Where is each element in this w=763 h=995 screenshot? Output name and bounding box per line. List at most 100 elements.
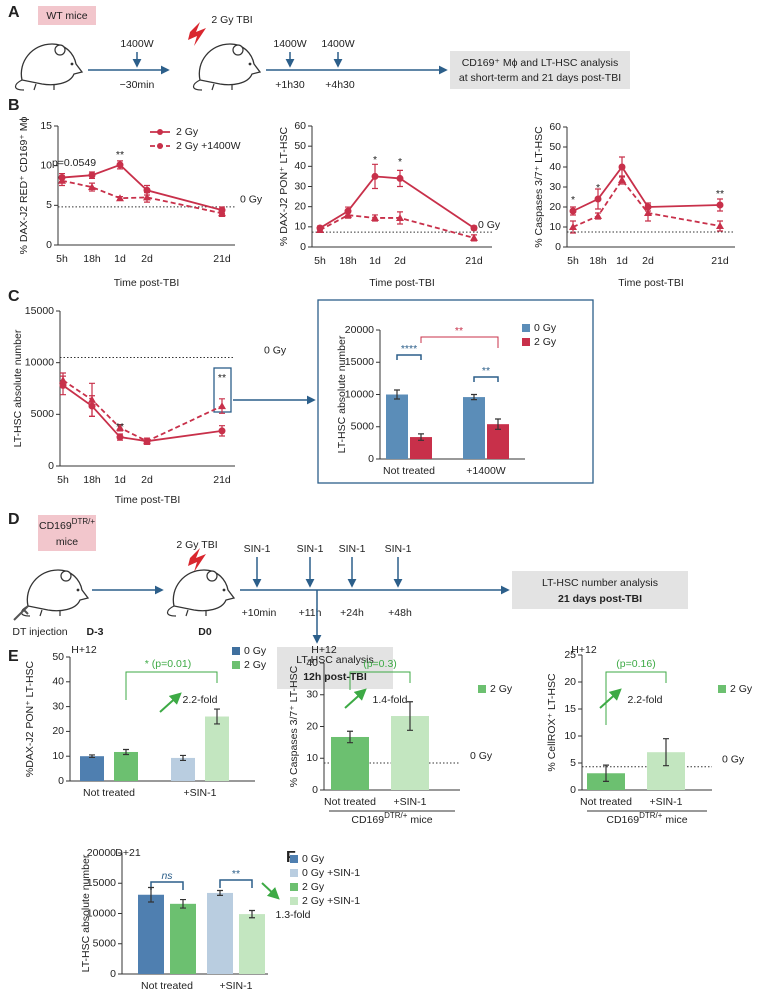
legend-swatch — [478, 685, 486, 693]
analysis-label: LT-HSC analysis — [296, 654, 373, 666]
syringe-icon — [13, 605, 29, 621]
data-point — [116, 194, 124, 202]
error-bar — [180, 754, 186, 762]
annotation: ** — [218, 372, 226, 384]
y-tick-label: 10000 — [25, 356, 54, 368]
annotation: H+12 — [71, 644, 97, 656]
model-label: WT mice — [46, 10, 87, 22]
y-tick-label: 25 — [564, 649, 576, 661]
annotation: * — [398, 156, 402, 168]
data-point — [618, 163, 626, 171]
data-point — [143, 193, 151, 201]
error-bar — [347, 730, 353, 744]
fold-arrow — [344, 688, 367, 709]
annotation: * — [373, 154, 377, 166]
data-point — [116, 433, 124, 441]
time-label: −30min — [120, 79, 155, 91]
legend-label: 2 Gy — [534, 336, 557, 348]
bar — [239, 914, 265, 974]
data-point — [58, 176, 66, 184]
y-tick-label: 5000 — [93, 938, 117, 950]
legend-label: 2 Gy — [490, 683, 513, 695]
x-tick-label: 1d — [114, 253, 126, 265]
y-tick-label: 50 — [52, 651, 64, 663]
y-tick-label: 40 — [549, 161, 561, 173]
y-tick-label: 10 — [40, 159, 52, 171]
bar — [331, 736, 369, 790]
x-tick-label: 21d — [465, 255, 483, 267]
annotation: D+21 — [115, 847, 141, 859]
chart: 0 5 10 15 20 25 % CellROX⁺ LT-HSC 0 Gy Not treat… — [546, 644, 753, 826]
mouse-icon — [20, 569, 89, 617]
x-axis-label: Time post-TBI — [114, 277, 180, 289]
lightning-icon — [188, 548, 206, 572]
treatment-label: SIN-1 — [385, 543, 412, 555]
y-tick-label: 5 — [46, 199, 52, 211]
y-axis-label: LT-HSC absolute number — [12, 329, 24, 447]
annotation: 1.4-fold — [372, 694, 407, 706]
data-point — [344, 211, 352, 219]
model-label: CD169DTR/+ — [39, 517, 95, 532]
x-tick-label: 18h — [83, 253, 101, 265]
time-label: +48h — [388, 607, 412, 619]
x-tick-label: Not treated — [141, 980, 193, 992]
significance-bracket — [349, 671, 411, 690]
data-point — [569, 223, 577, 230]
significance-bracket — [396, 354, 422, 360]
fold-arrow — [599, 688, 622, 709]
y-tick-label: 20 — [306, 720, 318, 732]
zoom-box — [317, 299, 594, 484]
x-tick-label: 5h — [57, 474, 69, 486]
y-tick-label: 10 — [564, 730, 576, 742]
treatment-label: SIN-1 — [339, 543, 366, 555]
data-point — [396, 213, 404, 221]
lightning-icon — [188, 22, 206, 46]
data-point — [218, 427, 226, 435]
x-tick-label: 5h — [56, 253, 68, 265]
x-tick-label: 21d — [213, 253, 231, 265]
annotation: H+12 — [571, 644, 597, 656]
y-tick-label: 40 — [294, 160, 306, 172]
group-label-text: CD169 — [606, 814, 639, 826]
bar — [170, 903, 196, 974]
series-line — [62, 379, 223, 443]
bar — [205, 716, 229, 781]
error-bar — [217, 889, 223, 896]
error-bar — [407, 701, 413, 731]
treatment-label: 1400W — [321, 38, 354, 50]
time-label: +11h — [299, 607, 322, 619]
annotation: * — [571, 194, 575, 206]
y-tick-label: 0 — [58, 775, 64, 787]
treatment-arrows: SIN-1 SIN-1 SIN-1 SIN-1 +10min +11h +24h… — [242, 543, 412, 619]
data-point — [716, 201, 724, 209]
error-bar — [495, 418, 501, 430]
data-point — [396, 174, 404, 182]
chart: 0 10 20 30 40 50 %DAX-J2 PON⁺ LT-HSC Not treate… — [24, 644, 267, 799]
y-axis-label: % CellROX⁺ LT-HSC — [546, 673, 558, 772]
reference-label: 0 Gy — [722, 754, 745, 766]
treatment-label: SIN-1 — [297, 543, 324, 555]
bar — [80, 756, 104, 781]
data-point — [88, 395, 96, 403]
bar — [487, 424, 509, 459]
data-point — [470, 224, 478, 232]
annotation: ** — [116, 149, 124, 161]
series-line — [61, 163, 223, 211]
x-tick-label: +SIN-1 — [650, 796, 683, 808]
panel-letter: B — [8, 97, 20, 114]
data-point — [316, 226, 324, 234]
data-point — [218, 209, 226, 217]
x-tick-label: Not treated — [383, 465, 435, 477]
mouse-icon — [14, 43, 83, 91]
x-axis-label: Time post-TBI — [369, 277, 435, 289]
bar — [114, 751, 138, 781]
panel-letter: E — [8, 648, 19, 665]
error-bar — [394, 389, 400, 400]
y-tick-label: 0 — [110, 968, 116, 980]
analysis-box — [277, 647, 393, 689]
y-tick-label: 0 — [312, 784, 318, 796]
reference-label: 0 Gy — [478, 219, 501, 231]
y-tick-label: 30 — [52, 700, 64, 712]
annotation: (p=0.3) — [363, 658, 397, 670]
